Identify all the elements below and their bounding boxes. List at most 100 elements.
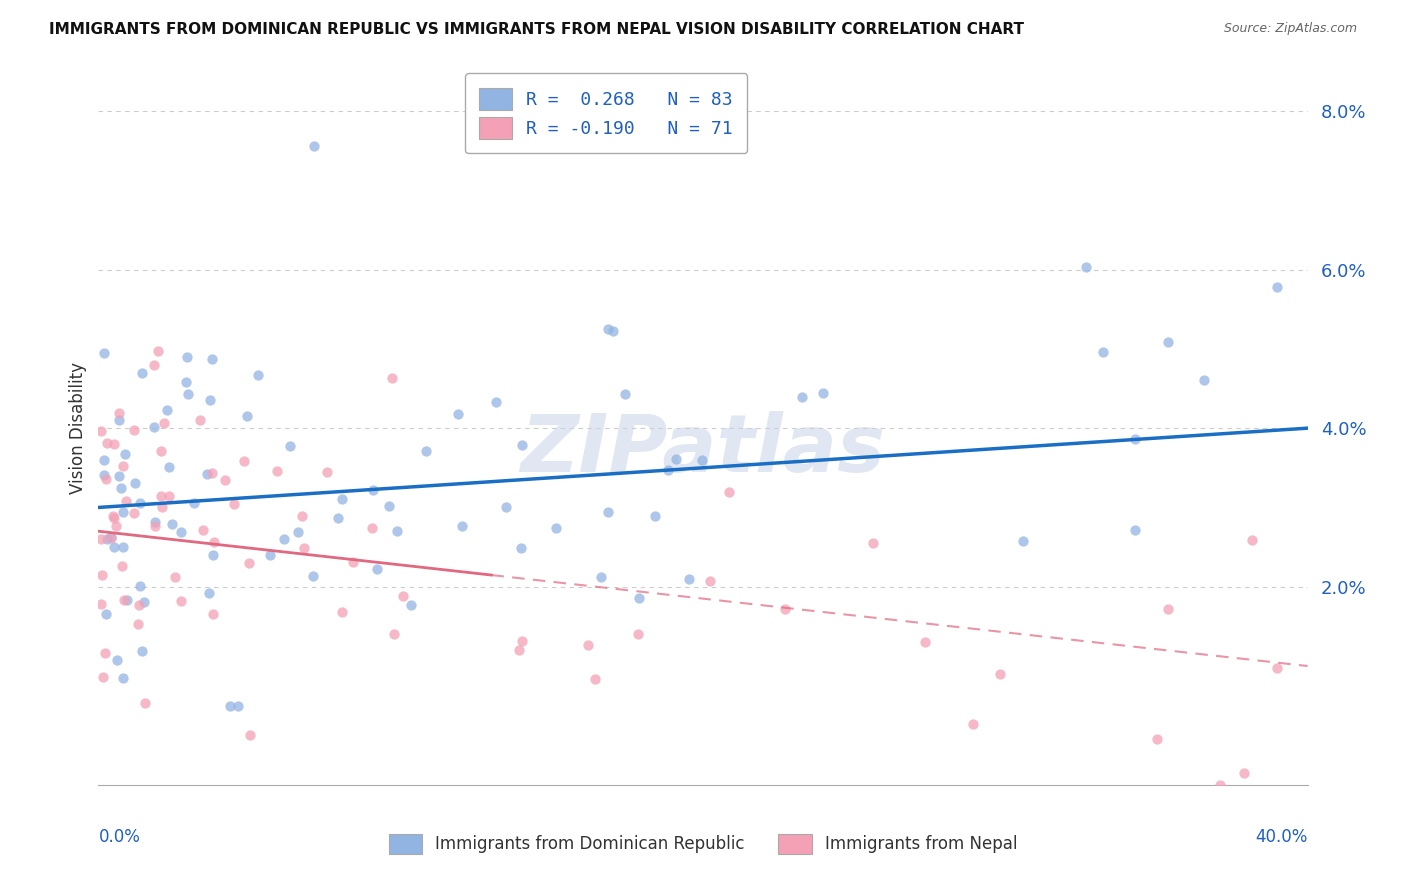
Point: [377, 499, 399, 513]
Point: [201, 467, 224, 481]
Point: [273, 533, 295, 547]
Point: [598, 322, 620, 336]
Y-axis label: Vision Disability: Vision Disability: [69, 362, 87, 494]
Point: [170, 524, 193, 539]
Point: [201, 548, 224, 562]
Point: [93, 467, 115, 482]
Point: [232, 454, 254, 468]
Point: [644, 508, 666, 523]
Point: [1123, 432, 1146, 446]
Point: [690, 453, 713, 467]
Point: [330, 605, 353, 619]
Point: [236, 409, 259, 423]
Point: [188, 413, 211, 427]
Point: [1157, 335, 1180, 350]
Point: [90, 597, 112, 611]
Point: [266, 464, 288, 478]
Point: [174, 376, 197, 390]
Text: ZIPatlas: ZIPatlas: [520, 410, 886, 489]
Point: [111, 505, 134, 519]
Point: [1125, 523, 1147, 537]
Point: [718, 485, 741, 500]
Point: [596, 505, 619, 519]
Point: [495, 500, 517, 515]
Point: [316, 465, 339, 479]
Point: [330, 492, 353, 507]
Point: [163, 570, 186, 584]
Point: [157, 489, 180, 503]
Point: [202, 535, 225, 549]
Point: [103, 540, 125, 554]
Point: [510, 438, 533, 452]
Text: 40.0%: 40.0%: [1256, 828, 1308, 846]
Point: [304, 138, 326, 153]
Point: [145, 519, 167, 533]
Point: [160, 517, 183, 532]
Point: [1233, 766, 1256, 780]
Point: [278, 439, 301, 453]
Point: [105, 518, 128, 533]
Point: [150, 500, 173, 515]
Point: [628, 591, 651, 605]
Text: Source: ZipAtlas.com: Source: ZipAtlas.com: [1223, 22, 1357, 36]
Point: [127, 617, 149, 632]
Point: [576, 638, 599, 652]
Point: [218, 698, 240, 713]
Point: [96, 435, 118, 450]
Point: [112, 671, 135, 685]
Point: [510, 634, 533, 648]
Point: [328, 511, 350, 525]
Point: [657, 463, 679, 477]
Point: [790, 390, 813, 404]
Point: [287, 525, 309, 540]
Point: [143, 515, 166, 529]
Point: [153, 417, 176, 431]
Point: [602, 324, 624, 338]
Point: [122, 423, 145, 437]
Point: [156, 402, 179, 417]
Point: [291, 509, 314, 524]
Point: [222, 497, 245, 511]
Point: [201, 607, 224, 621]
Point: [239, 728, 262, 742]
Point: [124, 475, 146, 490]
Point: [401, 599, 423, 613]
Point: [112, 458, 135, 473]
Point: [259, 549, 281, 563]
Point: [132, 595, 155, 609]
Point: [990, 667, 1012, 681]
Point: [149, 489, 172, 503]
Point: [90, 425, 112, 439]
Point: [415, 444, 437, 458]
Text: 0.0%: 0.0%: [98, 828, 141, 846]
Point: [361, 483, 384, 498]
Point: [451, 519, 474, 533]
Point: [1012, 534, 1035, 549]
Point: [100, 531, 122, 545]
Point: [361, 521, 384, 535]
Point: [627, 627, 650, 641]
Point: [589, 570, 612, 584]
Point: [962, 717, 984, 731]
Point: [198, 392, 221, 407]
Point: [169, 594, 191, 608]
Point: [509, 541, 531, 555]
Point: [112, 593, 135, 607]
Point: [1074, 260, 1097, 274]
Point: [544, 521, 567, 535]
Point: [302, 569, 325, 583]
Point: [1267, 279, 1289, 293]
Point: [108, 468, 131, 483]
Point: [94, 646, 117, 660]
Point: [142, 420, 165, 434]
Text: IMMIGRANTS FROM DOMINICAN REPUBLIC VS IMMIGRANTS FROM NEPAL VISION DISABILITY CO: IMMIGRANTS FROM DOMINICAN REPUBLIC VS IM…: [49, 22, 1024, 37]
Point: [195, 467, 218, 481]
Point: [128, 598, 150, 612]
Point: [191, 524, 214, 538]
Point: [811, 386, 834, 401]
Point: [366, 562, 388, 576]
Point: [447, 408, 470, 422]
Point: [1146, 731, 1168, 746]
Point: [157, 460, 180, 475]
Point: [111, 540, 134, 554]
